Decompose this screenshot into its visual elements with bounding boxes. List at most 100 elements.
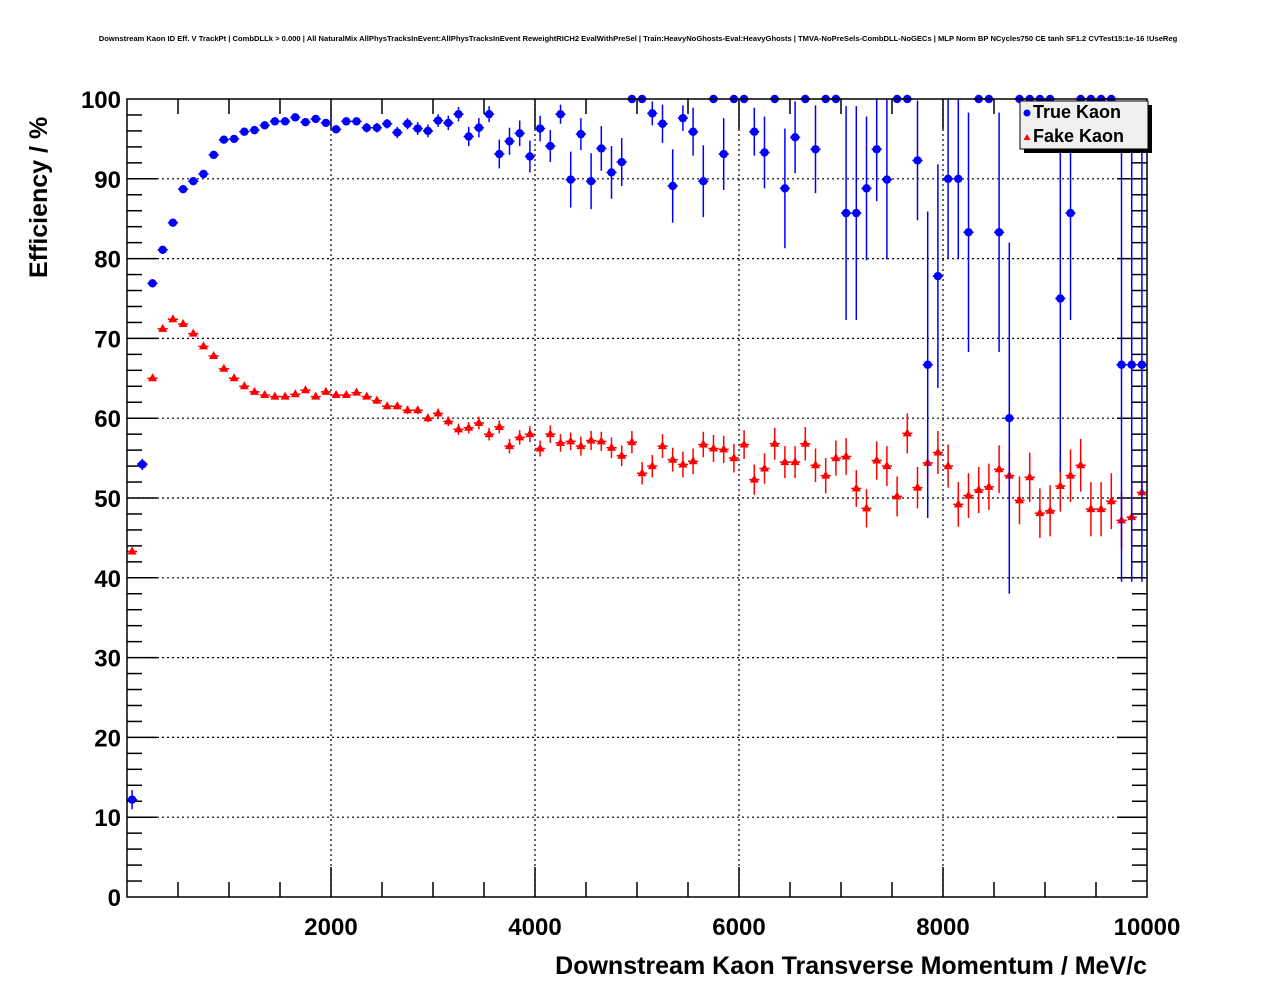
data-point bbox=[505, 137, 514, 146]
data-point bbox=[658, 119, 667, 128]
data-point bbox=[984, 481, 994, 490]
data-point bbox=[750, 127, 759, 136]
data-point bbox=[913, 156, 922, 165]
data-point bbox=[331, 125, 341, 134]
data-point bbox=[321, 118, 331, 128]
y-tick-label: 10 bbox=[94, 805, 121, 832]
data-point bbox=[1035, 508, 1045, 517]
data-point bbox=[260, 121, 269, 130]
data-point bbox=[576, 129, 586, 139]
data-point bbox=[158, 245, 167, 255]
data-point bbox=[229, 373, 239, 382]
y-axis-title: Efficiency / % bbox=[25, 117, 53, 278]
data-point bbox=[1066, 470, 1075, 479]
data-point bbox=[607, 168, 616, 177]
data-point bbox=[637, 468, 647, 477]
data-point bbox=[586, 176, 596, 186]
data-point bbox=[749, 474, 759, 483]
data-point bbox=[556, 109, 565, 119]
data-point bbox=[433, 116, 443, 125]
y-tick-label: 50 bbox=[94, 486, 121, 513]
data-point bbox=[586, 435, 596, 444]
data-point bbox=[168, 314, 178, 323]
data-point bbox=[994, 228, 1004, 237]
data-point bbox=[994, 464, 1004, 473]
data-point bbox=[1005, 414, 1014, 423]
y-tick-label: 90 bbox=[94, 167, 121, 194]
data-point bbox=[290, 389, 300, 398]
data-point bbox=[546, 141, 555, 151]
chart-title: Downstream Kaon ID Eff. V TrackPt | Comb… bbox=[98, 34, 1178, 43]
data-point bbox=[627, 437, 637, 446]
data-point bbox=[301, 385, 310, 394]
data-point bbox=[688, 127, 698, 136]
data-point bbox=[515, 129, 524, 138]
data-point bbox=[576, 441, 586, 450]
data-point bbox=[392, 401, 402, 410]
data-point bbox=[760, 463, 769, 472]
data-point bbox=[372, 395, 382, 404]
data-point bbox=[739, 439, 749, 448]
data-point bbox=[321, 386, 331, 395]
data-point bbox=[647, 461, 657, 470]
data-point bbox=[515, 432, 525, 441]
data-point bbox=[250, 125, 259, 135]
data-point bbox=[454, 109, 463, 119]
data-point bbox=[423, 126, 433, 136]
data-point bbox=[719, 149, 728, 159]
data-point bbox=[495, 149, 504, 159]
data-point bbox=[1045, 505, 1055, 514]
data-point bbox=[556, 437, 565, 446]
data-point bbox=[219, 363, 229, 372]
data-point bbox=[851, 483, 861, 492]
data-point bbox=[443, 416, 453, 425]
data-point bbox=[535, 443, 545, 452]
data-point bbox=[953, 499, 963, 508]
data-point bbox=[464, 132, 473, 141]
data-point bbox=[1055, 481, 1065, 490]
data-point bbox=[790, 133, 800, 142]
data-point bbox=[331, 390, 341, 399]
data-point bbox=[811, 145, 820, 154]
data-point bbox=[852, 208, 861, 218]
data-point bbox=[291, 113, 300, 122]
data-point bbox=[862, 184, 871, 193]
data-point bbox=[403, 405, 412, 414]
y-tick-label: 20 bbox=[94, 725, 121, 752]
data-point bbox=[1076, 460, 1086, 469]
data-point bbox=[760, 148, 769, 157]
data-point bbox=[943, 461, 953, 470]
data-point bbox=[668, 454, 678, 463]
data-point bbox=[1015, 495, 1024, 504]
data-point bbox=[178, 319, 188, 328]
data-series bbox=[127, 94, 1147, 810]
data-point bbox=[199, 169, 208, 179]
plot-frame bbox=[126, 98, 1148, 898]
data-point bbox=[913, 482, 922, 491]
data-point bbox=[423, 413, 433, 422]
data-point bbox=[882, 175, 892, 184]
data-point bbox=[127, 795, 137, 804]
data-point bbox=[148, 373, 157, 382]
legend-box bbox=[1019, 100, 1149, 150]
y-tick-label: 0 bbox=[108, 885, 121, 912]
data-point bbox=[709, 443, 718, 452]
data-point bbox=[1056, 294, 1065, 303]
data-point bbox=[229, 134, 239, 144]
data-point bbox=[250, 386, 259, 395]
y-tick-label: 60 bbox=[94, 406, 121, 433]
data-point bbox=[617, 450, 627, 459]
data-point bbox=[841, 208, 851, 218]
data-point bbox=[382, 401, 392, 410]
data-point bbox=[545, 429, 555, 438]
data-point bbox=[209, 350, 219, 359]
data-point bbox=[209, 150, 218, 160]
data-point bbox=[148, 279, 157, 288]
data-point bbox=[780, 184, 790, 193]
y-tick-label: 80 bbox=[94, 247, 121, 274]
data-point bbox=[831, 453, 841, 462]
data-point bbox=[362, 391, 372, 400]
data-point bbox=[433, 408, 443, 417]
data-point bbox=[168, 218, 178, 227]
data-point bbox=[484, 429, 494, 438]
